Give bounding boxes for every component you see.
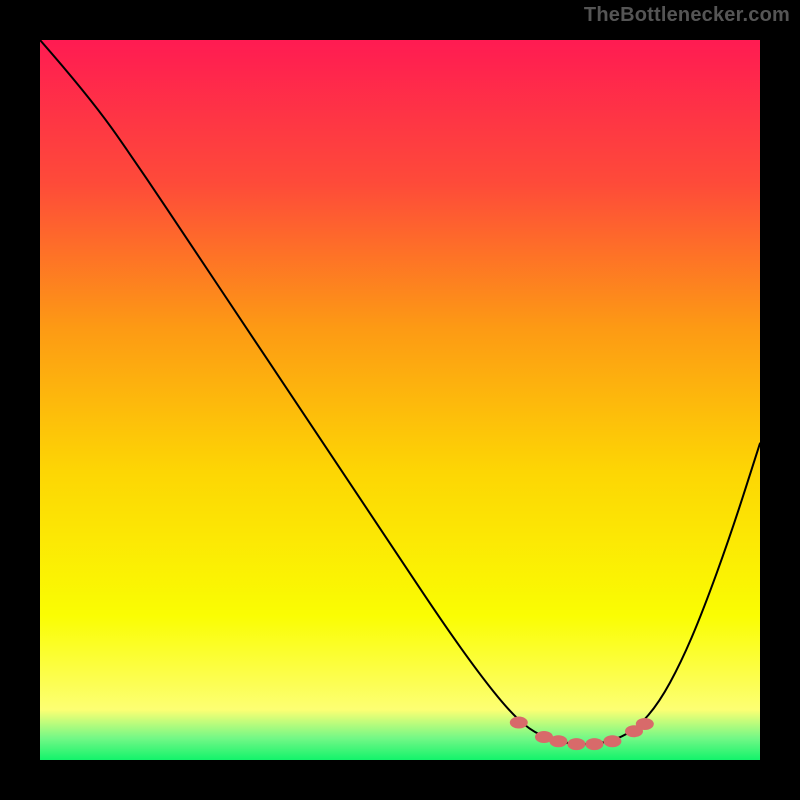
- marker-dot: [585, 738, 603, 750]
- marker-dot: [510, 717, 528, 729]
- marker-dot: [549, 735, 567, 747]
- canvas: TheBottlenecker.com: [0, 0, 800, 800]
- bottleneck-curve: [40, 40, 760, 760]
- marker-dot: [567, 738, 585, 750]
- curve-path: [40, 40, 760, 744]
- plot-area: [40, 40, 760, 760]
- marker-dot: [603, 735, 621, 747]
- marker-dot: [636, 718, 654, 730]
- marker-group: [510, 717, 654, 751]
- attribution-text: TheBottlenecker.com: [584, 4, 790, 27]
